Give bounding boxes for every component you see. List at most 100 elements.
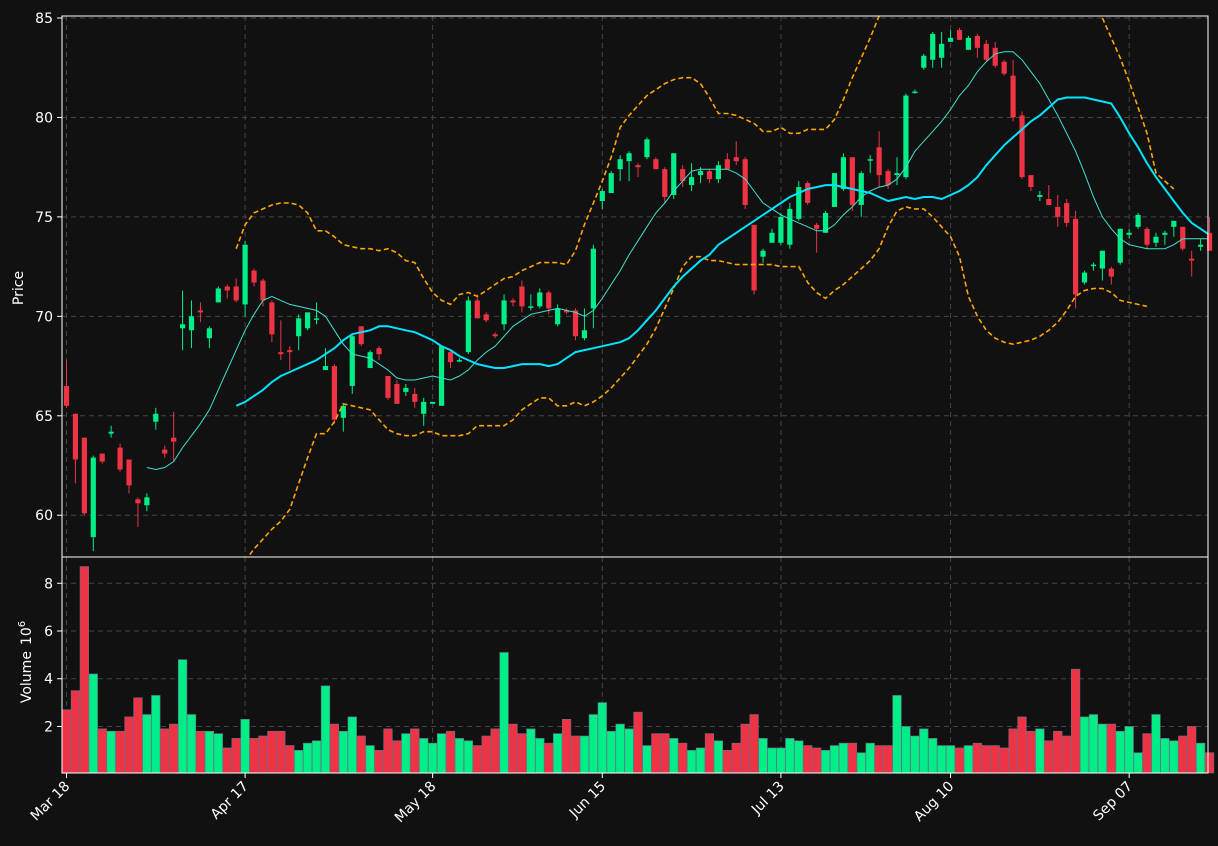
candle-body — [197, 310, 204, 313]
candle-body — [162, 449, 168, 454]
volume-bar — [544, 742, 554, 774]
volume-bar — [615, 723, 625, 774]
candle-body — [751, 224, 757, 291]
candle-body — [519, 286, 525, 307]
candle-body — [296, 318, 302, 337]
candle-body — [760, 250, 766, 257]
candle-body — [242, 244, 248, 305]
volume-bar — [749, 714, 759, 774]
candle-body — [81, 437, 87, 514]
volume-bar — [151, 695, 161, 774]
volume-bar — [142, 714, 152, 774]
bollinger-lower-line — [247, 206, 1148, 557]
volume-bar — [937, 745, 947, 774]
price-tick-label: 75 — [35, 210, 53, 226]
price-tick-label: 70 — [35, 309, 53, 325]
candle-body — [385, 376, 391, 398]
volume-bar — [1169, 740, 1179, 774]
volume-bar — [740, 723, 750, 774]
volume-y-ticks: 2 4 6 8 — [44, 576, 62, 735]
volume-bar — [383, 728, 393, 774]
candle-body — [1019, 115, 1025, 178]
candle-body — [358, 326, 364, 345]
volume-bar — [990, 745, 1000, 774]
volume-panel-frame — [61, 556, 1209, 774]
candle-body — [1153, 236, 1159, 243]
candle-body — [840, 157, 847, 190]
volume-bar — [285, 745, 295, 774]
volume-axis-label: Volume 106 — [17, 621, 35, 703]
volume-bar — [1062, 735, 1072, 774]
candle-body — [1001, 61, 1007, 74]
volume-bar — [678, 742, 688, 774]
volume-tick-label: 2 — [44, 719, 53, 735]
volume-bar — [1044, 740, 1054, 774]
candle-body — [1055, 206, 1061, 217]
candle-body — [814, 224, 820, 229]
volume-bar — [1178, 735, 1188, 774]
volume-bar — [454, 738, 465, 774]
volume-bar — [865, 742, 875, 774]
candle-body — [1090, 264, 1097, 267]
candle-body — [626, 153, 632, 162]
volume-bar — [1035, 728, 1045, 774]
candle-body — [287, 350, 293, 353]
candle-body — [805, 183, 811, 203]
candle-body — [126, 459, 132, 486]
volume-bar — [160, 728, 170, 774]
candle-body — [430, 401, 436, 404]
volume-bar — [1196, 742, 1206, 774]
volume-bar — [267, 730, 277, 774]
candle-body — [653, 159, 659, 170]
volume-bar — [812, 747, 822, 774]
candle-body — [313, 318, 320, 320]
candle-body — [483, 314, 489, 321]
candle-body — [1180, 226, 1186, 249]
candle-body — [1037, 195, 1043, 197]
sma-short-line — [146, 51, 1208, 471]
candle-body — [1046, 198, 1052, 205]
volume-bar — [794, 740, 804, 774]
candle-body — [278, 352, 284, 355]
bollinger-upper-line — [235, 16, 1175, 306]
volume-bar — [115, 730, 125, 774]
volume-bar — [651, 733, 661, 774]
volume-bar — [472, 745, 482, 774]
candle-body — [1064, 202, 1070, 223]
volume-bar — [597, 702, 607, 774]
volume-bar — [276, 730, 286, 774]
candle-body — [144, 497, 150, 506]
candle-body — [581, 330, 588, 339]
candle-body — [1108, 268, 1114, 277]
volume-bar — [311, 740, 322, 774]
candle-body — [322, 366, 329, 371]
candle-body — [849, 157, 855, 205]
volume-bar — [347, 716, 357, 774]
candle-body — [894, 173, 900, 176]
candle-body — [939, 43, 945, 58]
volume-bar — [195, 730, 206, 774]
volume-bar — [1133, 752, 1143, 774]
candle-body — [456, 360, 463, 362]
price-tick-label: 85 — [35, 11, 53, 27]
candle-body — [367, 352, 373, 369]
volume-bar — [1053, 730, 1063, 774]
candle-body — [233, 286, 239, 301]
volume-bar — [660, 733, 670, 774]
volume-bar — [419, 738, 429, 774]
volume-bar — [972, 742, 982, 774]
candle-body — [188, 316, 195, 331]
candle-body — [706, 171, 713, 180]
volume-bar — [856, 752, 866, 774]
volume-bar — [963, 745, 974, 774]
volume-bar — [222, 747, 232, 774]
volume-bar — [392, 740, 402, 774]
candle-body — [108, 431, 114, 434]
volume-bar — [177, 659, 188, 774]
candle-body — [590, 248, 596, 309]
candle-body — [635, 165, 641, 168]
volume-bar — [517, 733, 527, 774]
volume-bar — [1026, 730, 1036, 774]
candle-body — [992, 47, 998, 66]
volume-bar — [365, 745, 375, 774]
